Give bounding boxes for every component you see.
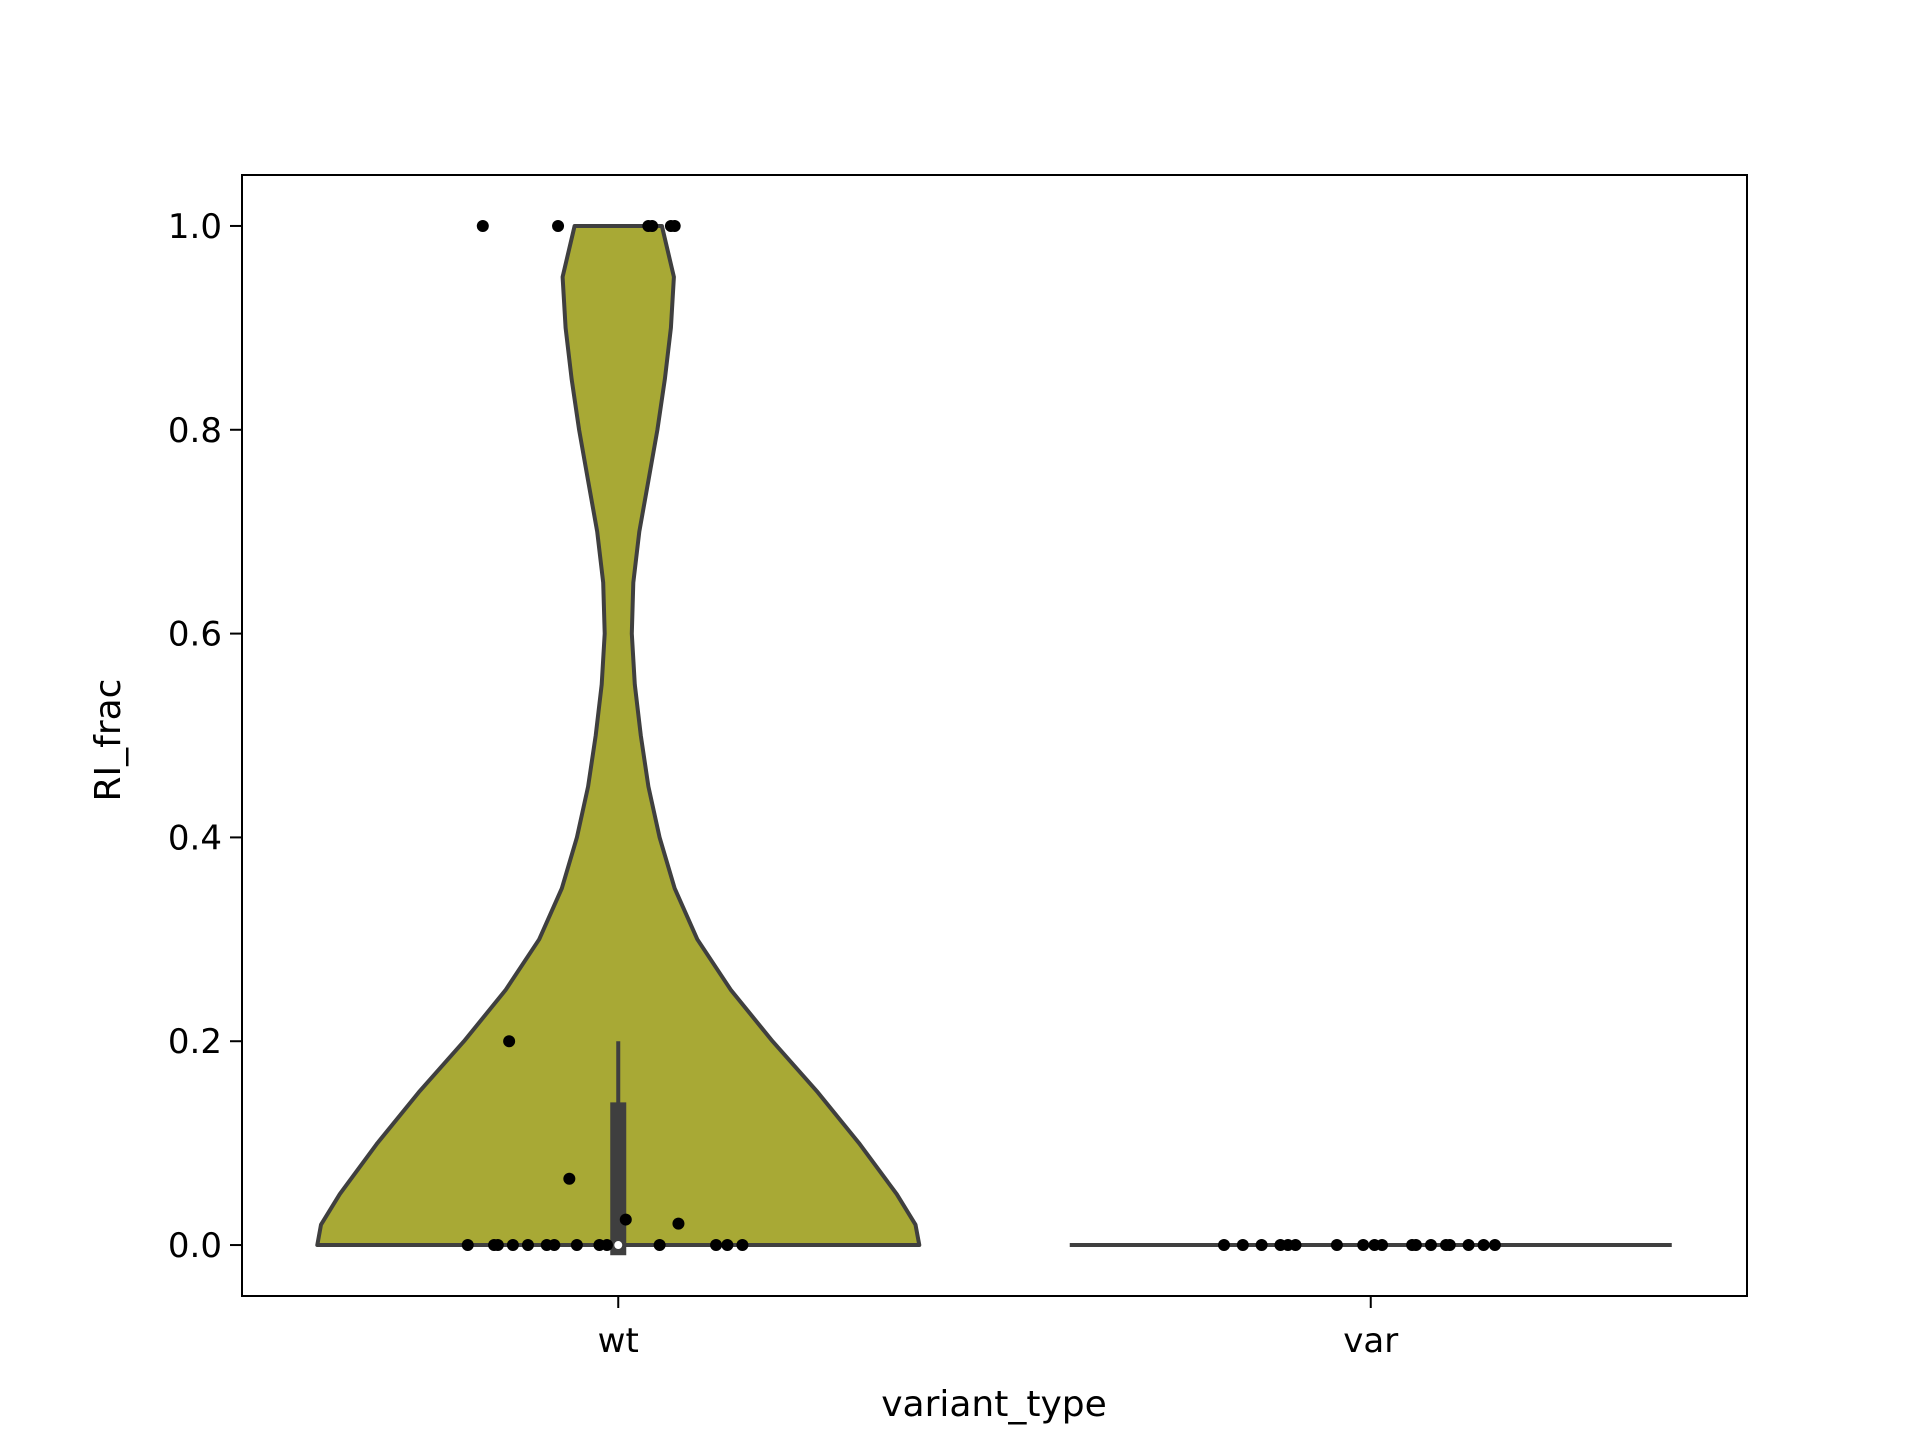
- data-point: [672, 1217, 685, 1230]
- data-point: [1357, 1239, 1370, 1252]
- data-point: [619, 1213, 632, 1226]
- data-point: [1409, 1239, 1422, 1252]
- data-point: [1218, 1239, 1231, 1252]
- data-point: [653, 1239, 666, 1252]
- data-point: [1330, 1239, 1343, 1252]
- x-tick-label: wt: [598, 1321, 639, 1361]
- data-point: [600, 1239, 613, 1252]
- data-point: [1376, 1239, 1389, 1252]
- y-tick-label: 0.4: [168, 818, 222, 858]
- median-marker-wt: [614, 1241, 623, 1250]
- data-point: [1443, 1239, 1456, 1252]
- data-point: [491, 1239, 504, 1252]
- data-point: [476, 219, 489, 232]
- x-tick-label: var: [1343, 1321, 1398, 1361]
- data-point: [570, 1239, 583, 1252]
- data-point: [1236, 1239, 1249, 1252]
- violin-wt: [315, 224, 922, 1247]
- data-point: [552, 219, 565, 232]
- data-point: [521, 1239, 534, 1252]
- data-point: [1424, 1239, 1437, 1252]
- y-axis: 0.0 0.2 0.4 0.6 0.8 1.0: [168, 207, 242, 1266]
- data-point: [503, 1035, 516, 1048]
- point-layer: [461, 219, 1501, 1252]
- data-point: [736, 1239, 749, 1252]
- data-point: [563, 1172, 576, 1185]
- x-axis-label: variant_type: [881, 1384, 1107, 1425]
- data-point: [1477, 1239, 1490, 1252]
- data-point: [506, 1239, 519, 1252]
- data-point: [1462, 1239, 1475, 1252]
- y-tick-label: 0.8: [168, 411, 222, 451]
- data-point: [646, 219, 659, 232]
- y-tick-label: 0.0: [168, 1226, 222, 1266]
- y-tick-label: 0.2: [168, 1022, 222, 1062]
- y-tick-label: 0.6: [168, 615, 222, 655]
- data-point: [1289, 1239, 1302, 1252]
- data-point: [1255, 1239, 1268, 1252]
- data-point: [668, 219, 681, 232]
- x-axis: wt var: [598, 1296, 1398, 1361]
- data-point: [721, 1239, 734, 1252]
- y-axis-label: RI_frac: [88, 679, 129, 802]
- y-tick-label: 1.0: [168, 207, 222, 247]
- data-point: [461, 1239, 474, 1252]
- data-point: [548, 1239, 561, 1252]
- plot-frame: [241, 174, 1748, 1297]
- data-point: [1488, 1239, 1501, 1252]
- data-point: [710, 1239, 723, 1252]
- iqr-box-wt: [610, 1102, 627, 1256]
